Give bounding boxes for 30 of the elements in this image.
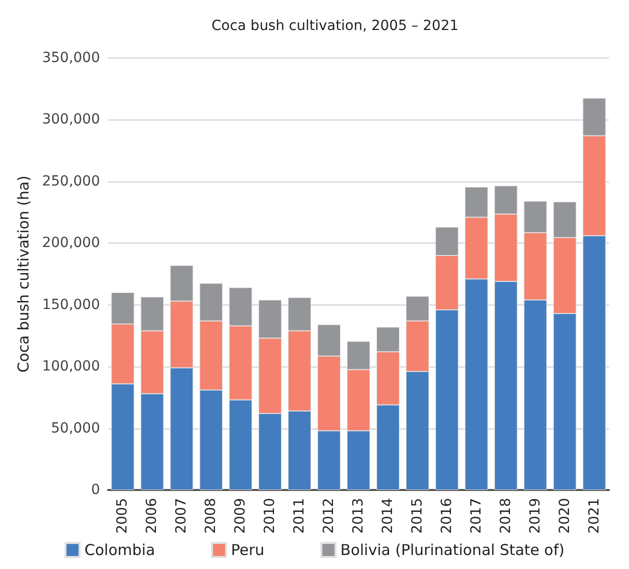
legend-label: Colombia	[84, 541, 156, 559]
legend-label: Peru	[231, 541, 264, 559]
x-tick-label: 2019	[527, 498, 544, 534]
x-tick-label: 2006	[144, 498, 160, 534]
y-axis-title: Coca bush cultivation (ha)	[14, 176, 33, 372]
x-tick-label: 2012	[321, 498, 338, 534]
x-tick-label: 2007	[174, 498, 190, 534]
x-tick-label: 2009	[232, 498, 249, 534]
y-tick-label: 200,000	[42, 235, 100, 252]
chart-title: Coca bush cultivation, 2005 – 2021	[211, 18, 459, 34]
y-tick-label: 100,000	[42, 358, 100, 375]
legend-label: Bolivia (Plurinational State of)	[340, 541, 564, 559]
x-tick-label: 2008	[203, 498, 220, 534]
x-tick-label: 2005	[114, 498, 131, 534]
x-tick-label: 2015	[409, 498, 426, 534]
x-tick-label: 2016	[438, 498, 455, 534]
y-tick-label: 0	[91, 482, 100, 498]
x-tick-label: 2018	[498, 498, 514, 534]
x-tick-label: 2014	[380, 498, 396, 534]
y-tick-label: 50,000	[51, 420, 100, 436]
y-tick-label: 250,000	[42, 173, 100, 190]
x-tick-label: 2010	[262, 498, 278, 534]
y-tick-label: 300,000	[42, 112, 100, 128]
y-tick-label: 150,000	[42, 296, 100, 313]
x-tick-label: 2017	[468, 498, 484, 534]
x-tick-label: 2011	[292, 498, 308, 534]
x-tick-label: 2020	[556, 498, 573, 534]
x-tick-label: 2013	[350, 498, 366, 534]
y-tick-label: 350,000	[42, 50, 100, 66]
x-tick-label: 2021	[586, 498, 602, 534]
